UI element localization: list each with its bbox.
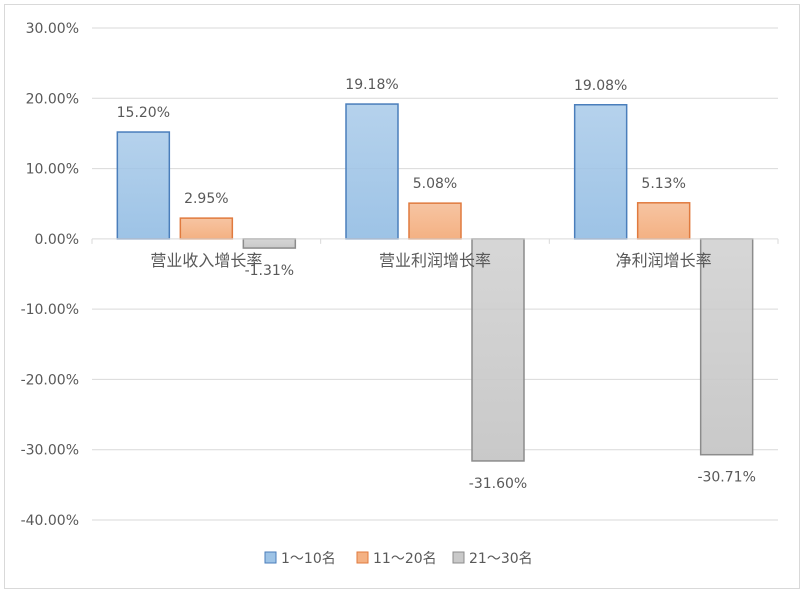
legend-label: 21～30名	[469, 551, 533, 567]
data-label: -1.31%	[245, 263, 295, 279]
y-axis-tick-labels: 30.00% 20.00% 10.00% 0.00% -10.00% -20.00% -30…	[21, 21, 79, 529]
x-axis	[91, 238, 779, 244]
category-labels: 营业收入增长率 营业利润增长率 净利润增长率	[150, 251, 711, 270]
data-label: -30.71%	[697, 470, 755, 486]
data-label: 15.20%	[117, 105, 170, 121]
y-tick-label: 20.00%	[26, 91, 79, 107]
category-label: 营业收入增长率	[150, 251, 262, 270]
data-labels: 15.20% 2.95% -1.31% 19.18% 5.08% -31.60% 19.08…	[117, 77, 756, 492]
bars	[116, 103, 754, 462]
bar	[636, 202, 691, 240]
y-tick-label: 30.00%	[26, 21, 79, 37]
y-tick-label: -20.00%	[21, 372, 79, 388]
data-label: 19.18%	[345, 77, 398, 93]
data-label: 19.08%	[574, 78, 627, 94]
gridlines	[92, 27, 778, 521]
bar	[116, 131, 171, 240]
bar	[573, 104, 628, 240]
chart-frame	[4, 4, 800, 589]
data-label: -31.60%	[469, 476, 527, 492]
bar	[242, 238, 297, 249]
y-tick-label: -40.00%	[21, 513, 79, 529]
data-label: 5.08%	[413, 176, 457, 192]
data-label: 5.13%	[641, 176, 685, 192]
legend-label: 1～10名	[281, 551, 336, 567]
y-tick-label: 10.00%	[26, 162, 79, 178]
category-label: 营业利润增长率	[379, 251, 491, 270]
legend-label: 11～20名	[373, 551, 437, 567]
bar	[179, 217, 234, 240]
y-tick-label: 0.00%	[35, 232, 79, 248]
legend-swatch	[356, 551, 369, 564]
legend: 1～10名 11～20名 21～30名	[264, 551, 533, 567]
legend-swatch	[452, 551, 465, 564]
legend-swatch	[264, 551, 277, 564]
y-tick-label: -30.00%	[21, 443, 79, 459]
y-tick-label: -10.00%	[21, 302, 79, 318]
data-label: 2.95%	[184, 191, 228, 207]
bar	[699, 238, 754, 456]
bar	[471, 238, 525, 462]
bar	[345, 103, 399, 240]
category-label: 净利润增长率	[616, 251, 712, 270]
bar	[408, 202, 462, 240]
